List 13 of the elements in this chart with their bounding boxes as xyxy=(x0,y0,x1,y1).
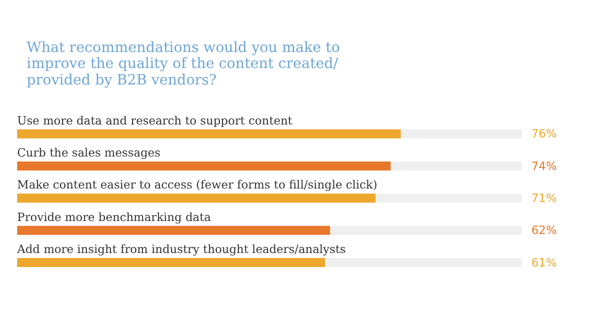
data-label: 74% xyxy=(531,158,557,173)
data-label: 61% xyxy=(531,255,557,270)
text: improve the quality of the content created/ xyxy=(26,56,338,72)
text: What recommendations would you make to xyxy=(26,40,340,56)
data-label: 62% xyxy=(531,223,557,238)
data-label: 76% xyxy=(531,126,557,141)
y-tick-label: Add more insight from industry thought leaders/analysts xyxy=(16,242,346,256)
y-tick-label: Use more data and research to support content xyxy=(17,113,293,128)
y-tick-label: Curb the sales messages xyxy=(17,145,161,160)
text: provided by B2B vendors? xyxy=(26,72,217,88)
data-label: 71% xyxy=(531,190,557,205)
y-tick-label: Provide more benchmarking data xyxy=(17,210,212,224)
y-tick-label: Make content easier to access (fewer forms to fill/single click) xyxy=(17,178,378,192)
